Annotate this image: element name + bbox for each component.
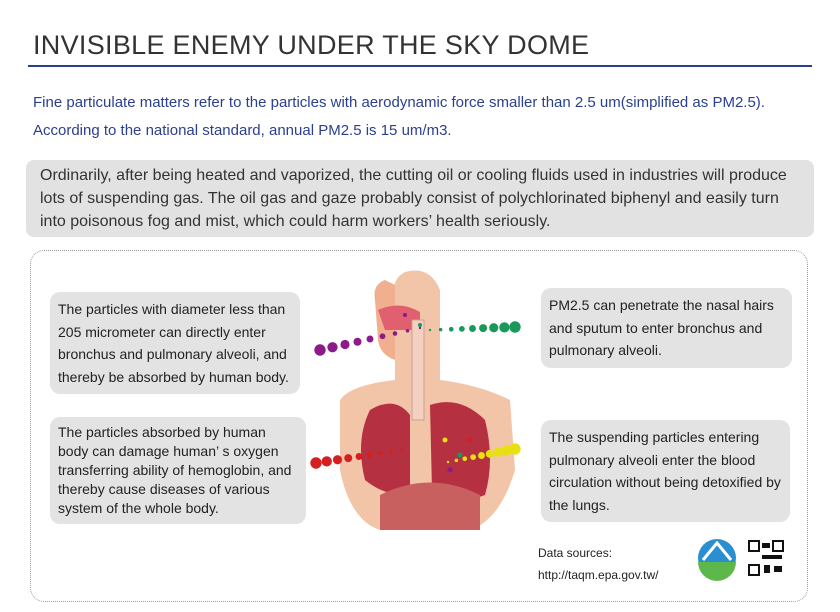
page-title: INVISIBLE ENEMY UNDER THE SKY DOME — [33, 30, 590, 60]
connector-dot — [314, 344, 326, 356]
connector-dot — [366, 451, 373, 458]
connector-dot — [353, 337, 362, 346]
callout-bottom-left: The particles absorbed by human body can… — [50, 417, 306, 524]
connector-dot — [321, 456, 332, 467]
connector-dot — [344, 454, 353, 463]
connector-dot — [501, 445, 512, 456]
connector-dot — [327, 342, 338, 353]
connector-dot — [458, 325, 465, 332]
qr-code — [748, 540, 784, 576]
connector-dot — [489, 323, 499, 333]
connector-dot — [340, 339, 350, 350]
connector-dot — [448, 326, 454, 332]
connector-dot — [378, 450, 383, 456]
connector-dot — [332, 455, 343, 465]
connector-dot — [405, 328, 410, 333]
connector-dot — [310, 457, 322, 469]
connector-dot — [392, 331, 398, 336]
connector-dot — [499, 322, 510, 333]
particle-dots — [403, 313, 473, 473]
connector-dot — [485, 449, 494, 458]
connector-dot — [462, 456, 468, 462]
connector-dot — [366, 335, 374, 343]
connector-dot — [379, 333, 386, 340]
connector-dot — [469, 325, 476, 332]
highlight-box: Ordinarily, after being heated and vapor… — [26, 160, 814, 237]
connector-dot — [438, 327, 443, 332]
connector-dot — [478, 452, 485, 459]
connector-dot — [400, 448, 404, 452]
body-figure — [340, 270, 515, 530]
connector-dot — [355, 453, 363, 460]
title-divider — [28, 65, 812, 67]
callout-bottom-right: The suspending particles entering pulmon… — [541, 420, 790, 522]
connector-dot — [470, 454, 477, 461]
data-sources: Data sources: http://taqm.epa.gov.tw/ — [538, 542, 659, 586]
connector-dot — [389, 449, 394, 454]
sources-url[interactable]: http://taqm.epa.gov.tw/ — [538, 568, 659, 582]
connector-dot — [428, 328, 432, 332]
connector-dot — [454, 458, 459, 463]
connector-dot — [479, 324, 488, 333]
connector-dot — [446, 460, 450, 464]
intro-text: Fine particulate matters refer to the pa… — [33, 94, 765, 139]
connector-dot — [418, 326, 422, 330]
sources-label: Data sources: — [538, 546, 613, 560]
epa-logo — [698, 539, 736, 581]
callout-top-right: PM2.5 can penetrate the nasal hairs and … — [541, 288, 792, 368]
illustration-frame — [30, 250, 808, 602]
connector-dot — [509, 443, 521, 455]
connector-dot — [493, 447, 503, 457]
connector-dot — [509, 321, 521, 333]
callout-top-left: The particles with diameter less than 20… — [50, 292, 300, 394]
